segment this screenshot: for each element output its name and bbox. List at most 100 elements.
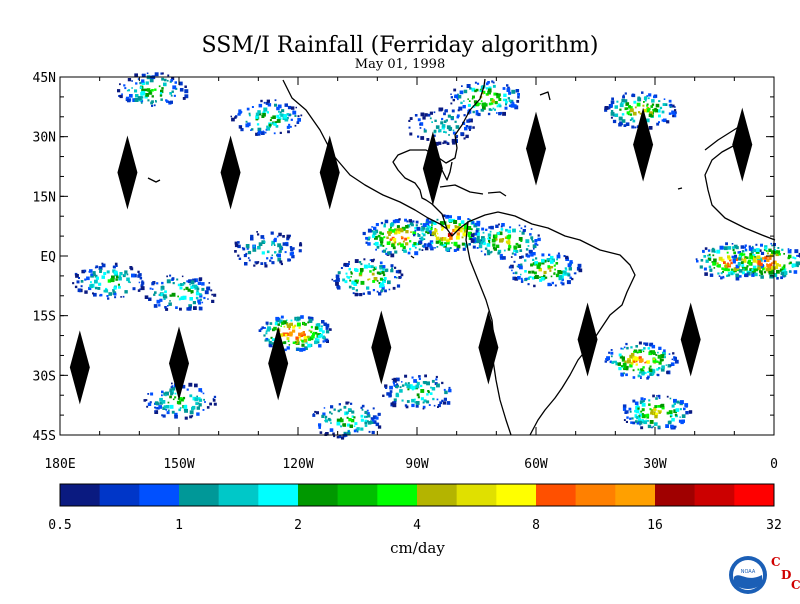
rain-cell bbox=[650, 366, 652, 368]
rain-cell bbox=[644, 362, 646, 364]
rain-cell bbox=[544, 271, 547, 274]
rain-cell bbox=[256, 113, 259, 116]
rain-cell bbox=[627, 360, 631, 364]
rain-cell bbox=[141, 102, 143, 104]
rain-cell bbox=[528, 278, 530, 280]
rain-cell bbox=[764, 256, 767, 259]
rain-cell bbox=[652, 345, 656, 349]
rain-cell bbox=[234, 250, 237, 253]
rain-cell bbox=[483, 232, 485, 234]
coastline-newfoundland bbox=[540, 92, 550, 100]
rain-cell bbox=[360, 428, 363, 431]
rain-cell bbox=[648, 97, 650, 99]
rain-cell bbox=[454, 249, 457, 252]
rain-cell bbox=[465, 135, 468, 138]
rain-cell bbox=[344, 406, 347, 409]
rain-cell bbox=[668, 421, 672, 425]
rain-cell bbox=[397, 225, 400, 228]
rain-cell bbox=[360, 268, 364, 272]
rain-cell bbox=[154, 411, 156, 413]
rain-cell bbox=[161, 414, 163, 416]
rain-cell bbox=[405, 250, 407, 252]
rain-cell bbox=[498, 112, 501, 115]
rain-cell bbox=[115, 278, 118, 281]
rain-cell bbox=[610, 352, 613, 355]
rain-cell bbox=[386, 392, 389, 395]
colorbar-swatch bbox=[139, 484, 179, 506]
lon-label: 90W bbox=[405, 457, 429, 472]
rain-cell bbox=[239, 126, 242, 129]
rain-cell bbox=[416, 224, 418, 226]
rain-cell bbox=[424, 375, 427, 378]
rain-cell bbox=[304, 323, 307, 326]
rain-cell bbox=[704, 268, 707, 271]
rain-cell bbox=[265, 132, 267, 134]
rain-cell bbox=[769, 275, 773, 279]
rain-cell bbox=[171, 95, 173, 97]
rain-area bbox=[408, 108, 475, 146]
rain-cell bbox=[307, 344, 311, 348]
rain-cell bbox=[735, 274, 739, 278]
rain-cell bbox=[739, 275, 742, 278]
rain-cell bbox=[683, 408, 686, 411]
rain-cell bbox=[623, 404, 627, 408]
rain-cell bbox=[274, 104, 277, 107]
rain-cell bbox=[409, 248, 411, 250]
lon-label: 150W bbox=[163, 457, 194, 472]
rain-cell bbox=[463, 105, 466, 108]
rain-cell bbox=[477, 247, 479, 249]
rain-cell bbox=[430, 387, 432, 389]
rain-cell bbox=[154, 291, 157, 294]
rain-cell bbox=[272, 115, 276, 119]
rain-cell bbox=[265, 339, 267, 341]
rain-cell bbox=[180, 88, 184, 92]
rain-cell bbox=[264, 241, 266, 243]
rain-cell bbox=[788, 257, 791, 260]
rain-area bbox=[623, 395, 692, 430]
rain-cell bbox=[277, 119, 281, 123]
rain-cell bbox=[712, 248, 714, 250]
rain-cell bbox=[264, 264, 267, 267]
lon-label: 30W bbox=[643, 457, 667, 472]
rain-cell bbox=[567, 280, 571, 284]
rain-cell bbox=[419, 378, 421, 380]
rain-cell bbox=[770, 243, 772, 245]
rain-cell bbox=[84, 290, 87, 293]
rain-cell bbox=[188, 383, 192, 387]
rain-cell bbox=[651, 427, 653, 429]
rain-cell bbox=[127, 274, 129, 276]
rain-cell bbox=[382, 395, 384, 397]
rain-cell bbox=[158, 304, 160, 306]
rain-cell bbox=[741, 264, 744, 267]
rain-cell bbox=[213, 294, 216, 297]
rain-cell bbox=[398, 218, 400, 220]
rain-cell bbox=[519, 266, 523, 270]
rain-cell bbox=[528, 283, 530, 285]
rain-cell bbox=[191, 416, 193, 418]
rain-cell bbox=[431, 224, 433, 226]
rain-cell bbox=[313, 413, 315, 415]
rain-cell bbox=[712, 254, 714, 256]
rain-cell bbox=[169, 396, 172, 399]
rain-cell bbox=[639, 342, 642, 345]
rain-cell bbox=[631, 353, 635, 357]
rain-cell bbox=[640, 113, 642, 115]
rain-cell bbox=[429, 404, 431, 406]
rain-cell bbox=[666, 364, 668, 366]
rain-cell bbox=[174, 415, 178, 419]
rain-cell bbox=[776, 277, 779, 280]
rain-cell bbox=[659, 362, 662, 365]
rain-cell bbox=[293, 110, 295, 112]
rain-cell bbox=[642, 403, 646, 407]
rain-cell bbox=[359, 261, 361, 263]
rain-cell bbox=[554, 272, 556, 274]
rain-cell bbox=[557, 255, 561, 259]
rain-cell bbox=[432, 387, 436, 391]
rain-cell bbox=[173, 282, 175, 284]
rain-cell bbox=[377, 272, 380, 275]
rain-cell bbox=[411, 404, 414, 407]
rain-cell bbox=[362, 409, 364, 411]
rain-cell bbox=[278, 111, 280, 113]
rain-cell bbox=[421, 397, 424, 400]
rain-cell bbox=[529, 233, 532, 236]
